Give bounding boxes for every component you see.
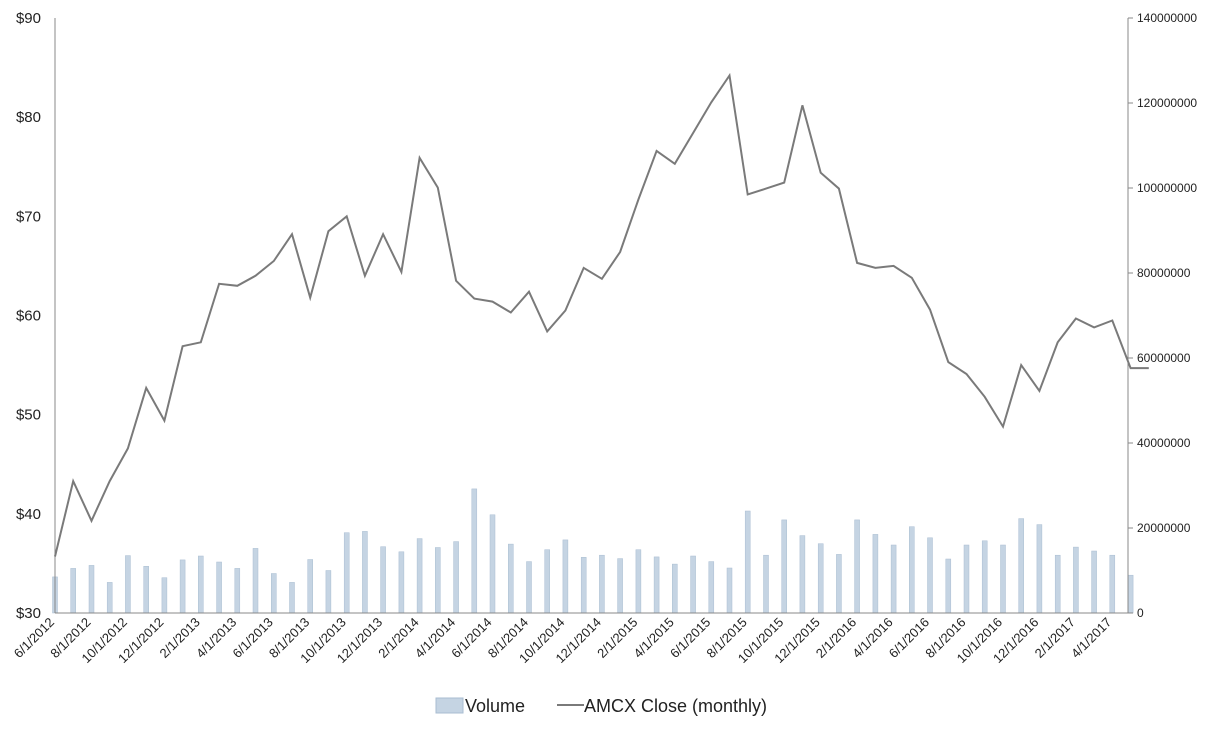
volume-bar <box>252 548 259 614</box>
left-tick-label: $50 <box>16 407 41 424</box>
volume-bar <box>890 544 897 614</box>
volume-bar <box>343 532 350 614</box>
volume-bar <box>927 537 933 614</box>
volume-bar <box>726 567 733 614</box>
volume-bar <box>362 531 368 614</box>
volume-bar <box>453 541 459 614</box>
legend: Volume AMCX Close (monthly) <box>435 696 767 716</box>
volume-bar <box>106 582 113 614</box>
volume-bar <box>763 554 769 614</box>
volume-bar <box>307 559 313 614</box>
volume-bar <box>690 555 696 614</box>
left-tick-label: $70 <box>16 208 41 225</box>
volume-bars <box>52 488 1134 614</box>
volume-bar <box>817 543 824 614</box>
right-tick-label: 20000000 <box>1137 521 1191 535</box>
axes <box>54 18 1129 614</box>
left-tick-label: $60 <box>16 308 41 325</box>
x-axis-ticks: 6/1/20128/1/201210/1/201212/1/20122/1/20… <box>11 615 1115 667</box>
volume-bar <box>981 540 988 614</box>
right-tick-label: 40000000 <box>1137 436 1191 450</box>
volume-bar <box>143 566 149 614</box>
right-tick-label: 80000000 <box>1137 266 1191 280</box>
volume-bar <box>179 559 186 614</box>
volume-bar <box>599 554 605 614</box>
volume-bar <box>489 514 496 614</box>
volume-bar <box>526 561 532 614</box>
volume-bar <box>635 549 642 614</box>
volume-bar <box>562 539 569 614</box>
volume-bar <box>398 551 405 614</box>
volume-bar <box>125 555 131 614</box>
right-tick-label: 120000000 <box>1137 96 1197 110</box>
volume-bar <box>1018 518 1024 614</box>
right-tick-label: 140000000 <box>1137 11 1197 25</box>
close-price-line <box>54 72 1149 557</box>
volume-bar <box>1073 546 1079 614</box>
legend-volume-swatch <box>435 697 464 714</box>
volume-bar <box>836 554 842 614</box>
volume-bar <box>580 557 587 614</box>
volume-bar <box>271 573 277 614</box>
left-axis-ticks: $30 $40 $50 $60 $70 $80 $90 <box>16 10 41 622</box>
volume-bar <box>325 570 332 614</box>
volume-bar <box>1127 574 1134 614</box>
volume-bar <box>216 561 222 614</box>
volume-bar <box>161 577 168 614</box>
volume-bar <box>435 547 441 614</box>
volume-bar <box>289 582 295 614</box>
x-tick-label: 4/1/2017 <box>1068 615 1114 661</box>
volume-bar <box>781 519 787 614</box>
volume-bar <box>963 544 970 614</box>
legend-volume-label: Volume <box>465 696 525 716</box>
volume-bar <box>1000 544 1006 614</box>
right-tick-label: 60000000 <box>1137 351 1191 365</box>
volume-bar <box>380 546 386 614</box>
volume-bar <box>708 561 715 614</box>
volume-bar <box>653 556 660 614</box>
right-tick-label: 100000000 <box>1137 181 1197 195</box>
left-tick-label: $40 <box>16 506 41 523</box>
volume-bar <box>909 526 915 614</box>
right-axis-ticks: 0 20000000 40000000 60000000 80000000 1000000… <box>1128 11 1197 620</box>
volume-bar <box>1091 550 1097 614</box>
volume-bar <box>70 568 76 614</box>
volume-bar <box>799 535 806 614</box>
volume-bar <box>198 555 204 614</box>
right-tick-label: 0 <box>1137 606 1144 620</box>
volume-bar <box>945 558 952 614</box>
volume-bar <box>1054 554 1061 614</box>
volume-bar <box>508 543 514 614</box>
volume-bar <box>744 510 751 614</box>
volume-bar <box>1109 554 1116 614</box>
left-tick-label: $30 <box>16 605 41 622</box>
left-tick-label: $90 <box>16 10 41 27</box>
legend-close-label: AMCX Close (monthly) <box>584 696 767 716</box>
volume-bar <box>416 538 423 614</box>
volume-bar <box>544 549 550 614</box>
volume-bar <box>234 568 241 614</box>
volume-bar <box>872 534 879 614</box>
volume-bar <box>854 519 860 614</box>
volume-bar <box>617 558 623 614</box>
volume-bar <box>672 563 678 614</box>
volume-bar <box>1036 524 1043 614</box>
volume-bar <box>88 565 95 614</box>
volume-bar <box>471 488 478 614</box>
left-tick-label: $80 <box>16 109 41 126</box>
